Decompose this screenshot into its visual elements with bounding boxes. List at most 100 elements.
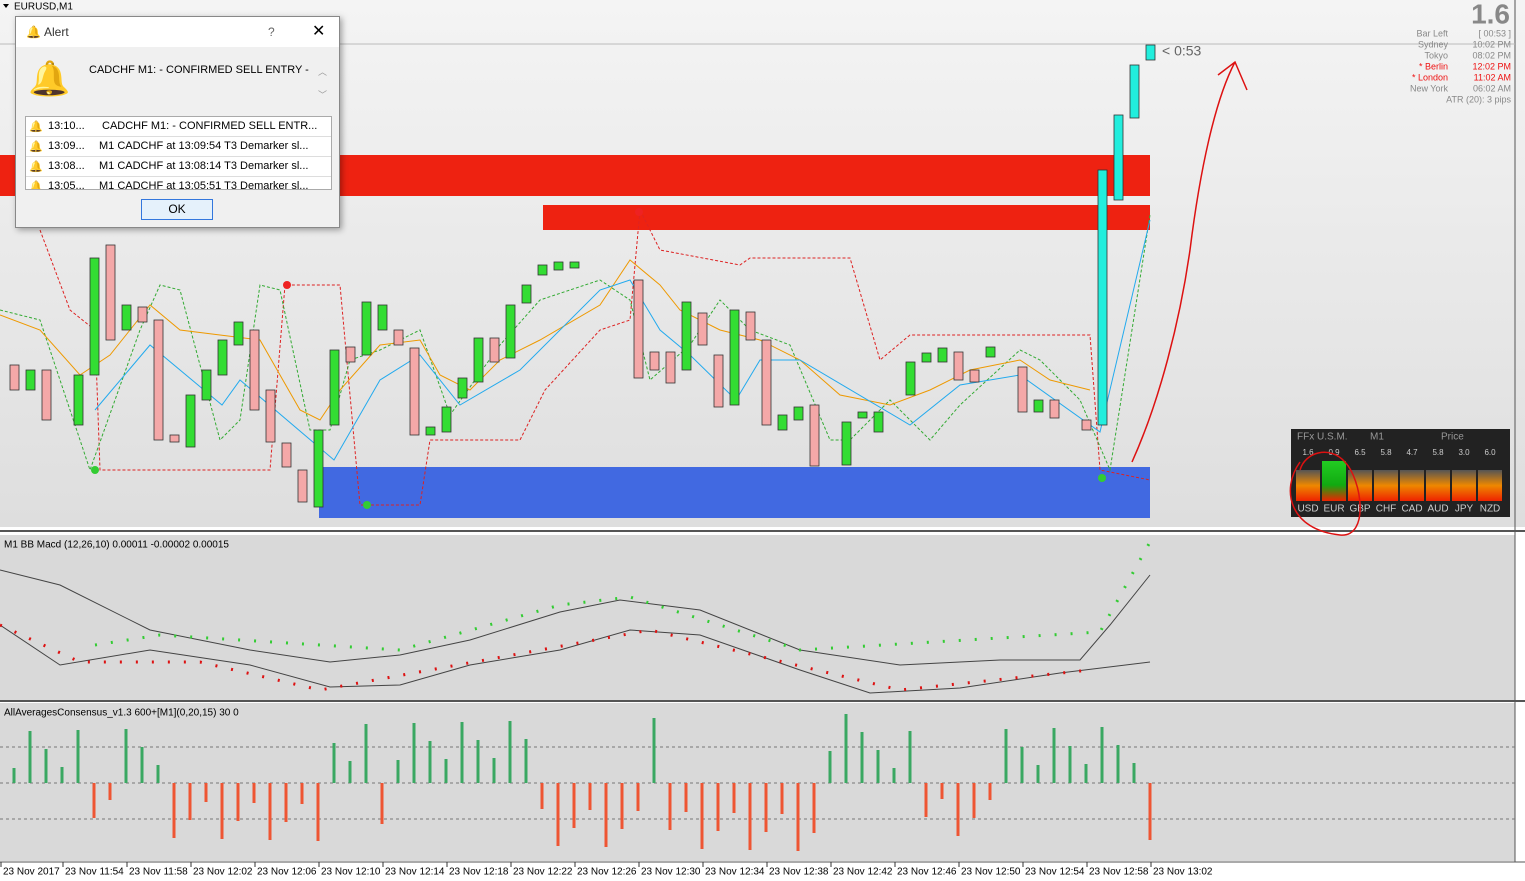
time-label: 23 Nov 11:58 [129,867,188,878]
envelope [39,208,1151,506]
time-label: 23 Nov 12:18 [449,867,509,878]
atr: ATR (20): 3 pips [1446,94,1511,104]
alert-row[interactable]: 🔔 13:08... M1 CADCHF at 13:08:14 T3 Demark… [26,157,331,177]
strength-bar [1452,470,1476,501]
strength-bar [1348,470,1372,501]
time-label: 23 Nov 12:58 [1089,867,1149,878]
info-label: * Berlin [1419,61,1448,71]
candles [9,44,1156,508]
time-label: 23 Nov 12:34 [705,867,765,878]
strength-value: 5.8 [1432,448,1444,457]
currency: NZD [1480,504,1501,515]
currency: AUD [1427,504,1448,515]
time: 13:09... [48,140,85,152]
info-panel: Bar Left [ 00:53 ] Sydney 10:02 PM Tokyo… [1410,28,1512,104]
strength-value: 6.0 [1484,448,1496,457]
info-value: 12:02 PM [1472,61,1511,71]
signal-dot [635,208,643,216]
bell: 🔔 [26,25,41,39]
info-label: Sydney [1418,39,1449,49]
strength-bar [1296,470,1320,501]
macd-band [0,624,1151,694]
time-label: 23 Nov 12:06 [257,867,317,878]
macd-band [0,569,1151,666]
alert-row[interactable]: 🔔 13:05... M1 CADCHF at 13:05:51 T3 Demark… [26,177,331,190]
consensus-bg [0,703,1515,861]
symbol: EURUSD,M1 [14,2,73,13]
time-label: 23 Nov 12:26 [577,867,637,878]
panel-header: FFx U.S.M. [1297,432,1348,443]
time-label: 23 Nov 12:14 [385,867,445,878]
time: 13:08... [48,160,85,172]
strength-value: 0.9 [1328,448,1340,457]
currency: USD [1297,504,1318,515]
dialog-title: Alert [44,25,69,39]
time-label: 23 Nov 12:02 [193,867,253,878]
info-value: 06:02 AM [1473,83,1511,93]
strength-value: 3.0 [1458,448,1470,457]
info-value: [ 00:53 ] [1478,28,1511,38]
panel-header: Price [1441,432,1464,443]
signal-dot [283,281,291,289]
currency: CAD [1401,504,1422,515]
panel-header: M1 [1370,432,1384,443]
resistance-zone [543,205,1150,230]
help-button[interactable]: ? [268,25,275,39]
time-label: 23 Nov 12:38 [769,867,829,878]
info-label: Tokyo [1424,50,1448,60]
text: CADCHF M1: - CONFIRMED SELL ENTR... [102,120,318,132]
time-label: 23 Nov 12:22 [513,867,573,878]
indicator-label: AllAveragesConsensus_v1.3 600+[M1](0,20,… [4,708,239,719]
indicator-label: M1 BB Macd (12,26,10) 0.00011 -0.00002 0… [4,540,229,551]
time: 13:05... [48,180,85,190]
menu-arrow [3,4,9,8]
currency: JPY [1455,504,1474,515]
alert-message: CADCHF M1: - CONFIRMED SELL ENTRY - [89,64,309,76]
info-label: Bar Left [1416,28,1448,38]
alert-dialog: 🔔 Alert ? ✕ 🔔 CADCHF M1: - CONFIRMED SEL… [15,16,340,228]
info-label: * London [1412,72,1448,82]
time: 13:10... [48,120,85,132]
strength-value: 5.8 [1380,448,1392,457]
strength-bar [1478,470,1502,501]
alert-row[interactable]: 🔔 13:10... CADCHF M1: - CONFIRMED SELL ENT… [26,117,331,137]
scroll[interactable]: ︿ ﹀ [318,67,328,100]
time-label: 23 Nov 13:02 [1153,867,1213,878]
support-zone [319,467,1150,518]
time-label: 23 Nov 12:50 [961,867,1021,878]
close-button[interactable]: ✕ [312,23,326,40]
strength-bar [1400,470,1424,501]
info-value: 11:02 AM [1474,72,1511,82]
strength-value: 4.7 [1406,448,1418,457]
signal-dot [1098,474,1106,482]
time-label: 23 Nov 11:54 [65,867,124,878]
time-label: 23 Nov 12:46 [897,867,957,878]
strength-value: 1.6 [1302,448,1314,457]
signal-dot [91,466,99,474]
alert-row[interactable]: 🔔 13:09... M1 CADCHF at 13:09:54 T3 Demark… [26,137,331,157]
info-value: 10:02 PM [1472,39,1511,49]
alert-list: 🔔 13:10... CADCHF M1: - CONFIRMED SELL ENT… [25,116,332,190]
time-label: 23 Nov 12:54 [1025,867,1085,878]
currency: EUR [1323,504,1344,515]
time-label: 23 Nov 12:10 [321,867,381,878]
strength-bar [1322,461,1346,501]
strength-value: 6.5 [1354,448,1366,457]
strength-panel: FFx U.S.M. M1 Price 1.6USD0.9EUR6.5GBP5.… [1291,429,1510,517]
info-value: 08:02 PM [1472,50,1511,60]
ok-button[interactable]: OK [141,199,213,220]
price-big: 1.6 [1471,0,1510,29]
currency: CHF [1376,504,1397,515]
time-label: 23 Nov 12:42 [833,867,893,878]
text: M1 CADCHF at 13:05:51 T3 Demarker sl... [99,180,309,190]
bar-timer: < 0:53 [1162,43,1202,59]
time-label: 23 Nov 12:30 [641,867,701,878]
time-label: 23 Nov 2017 [3,867,60,878]
annotation-arrow [1131,60,1248,463]
signal-dot [363,501,371,509]
strength-bar [1374,470,1398,501]
moving-average [0,259,1091,421]
macd-bg [0,535,1515,700]
